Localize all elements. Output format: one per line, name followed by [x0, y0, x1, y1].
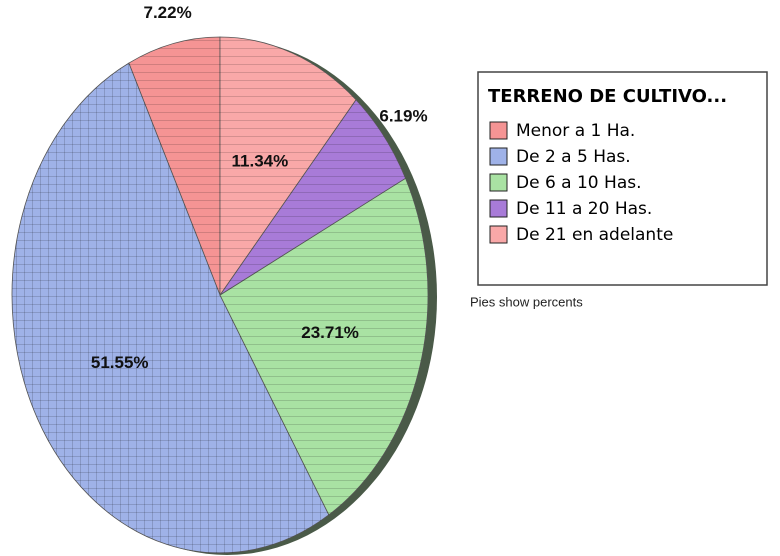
legend-swatch: [489, 199, 508, 218]
slice-label: 7.22%: [144, 3, 192, 22]
legend-label: De 11 a 20 Has.: [516, 199, 652, 219]
legend-box: [477, 71, 768, 286]
slice-texture: [11, 63, 329, 554]
legend-swatch: [489, 225, 508, 244]
slice-texture: [220, 178, 429, 515]
pie-texture: [11, 37, 429, 554]
slice-label: 11.34%: [232, 151, 289, 170]
slice-label: 6.19%: [379, 106, 427, 125]
footnote: Pies show percents: [470, 294, 583, 309]
legend-swatch: [489, 147, 508, 166]
legend-swatch: [489, 173, 508, 192]
slice-texture: [220, 37, 356, 295]
legend-swatch: [489, 121, 508, 140]
slice-texture: [220, 99, 406, 295]
legend-title: TERRENO DE CULTIVO...: [488, 86, 727, 107]
legend-label: De 2 a 5 Has.: [516, 147, 631, 167]
legend-label: Menor a 1 Ha.: [516, 121, 635, 141]
legend-label: De 6 a 10 Has.: [516, 173, 642, 193]
slice-label: 23.71%: [301, 323, 359, 342]
slice-texture: [128, 37, 220, 295]
slice-label: 51.55%: [91, 353, 149, 372]
legend-label: De 21 en adelante: [516, 225, 673, 245]
